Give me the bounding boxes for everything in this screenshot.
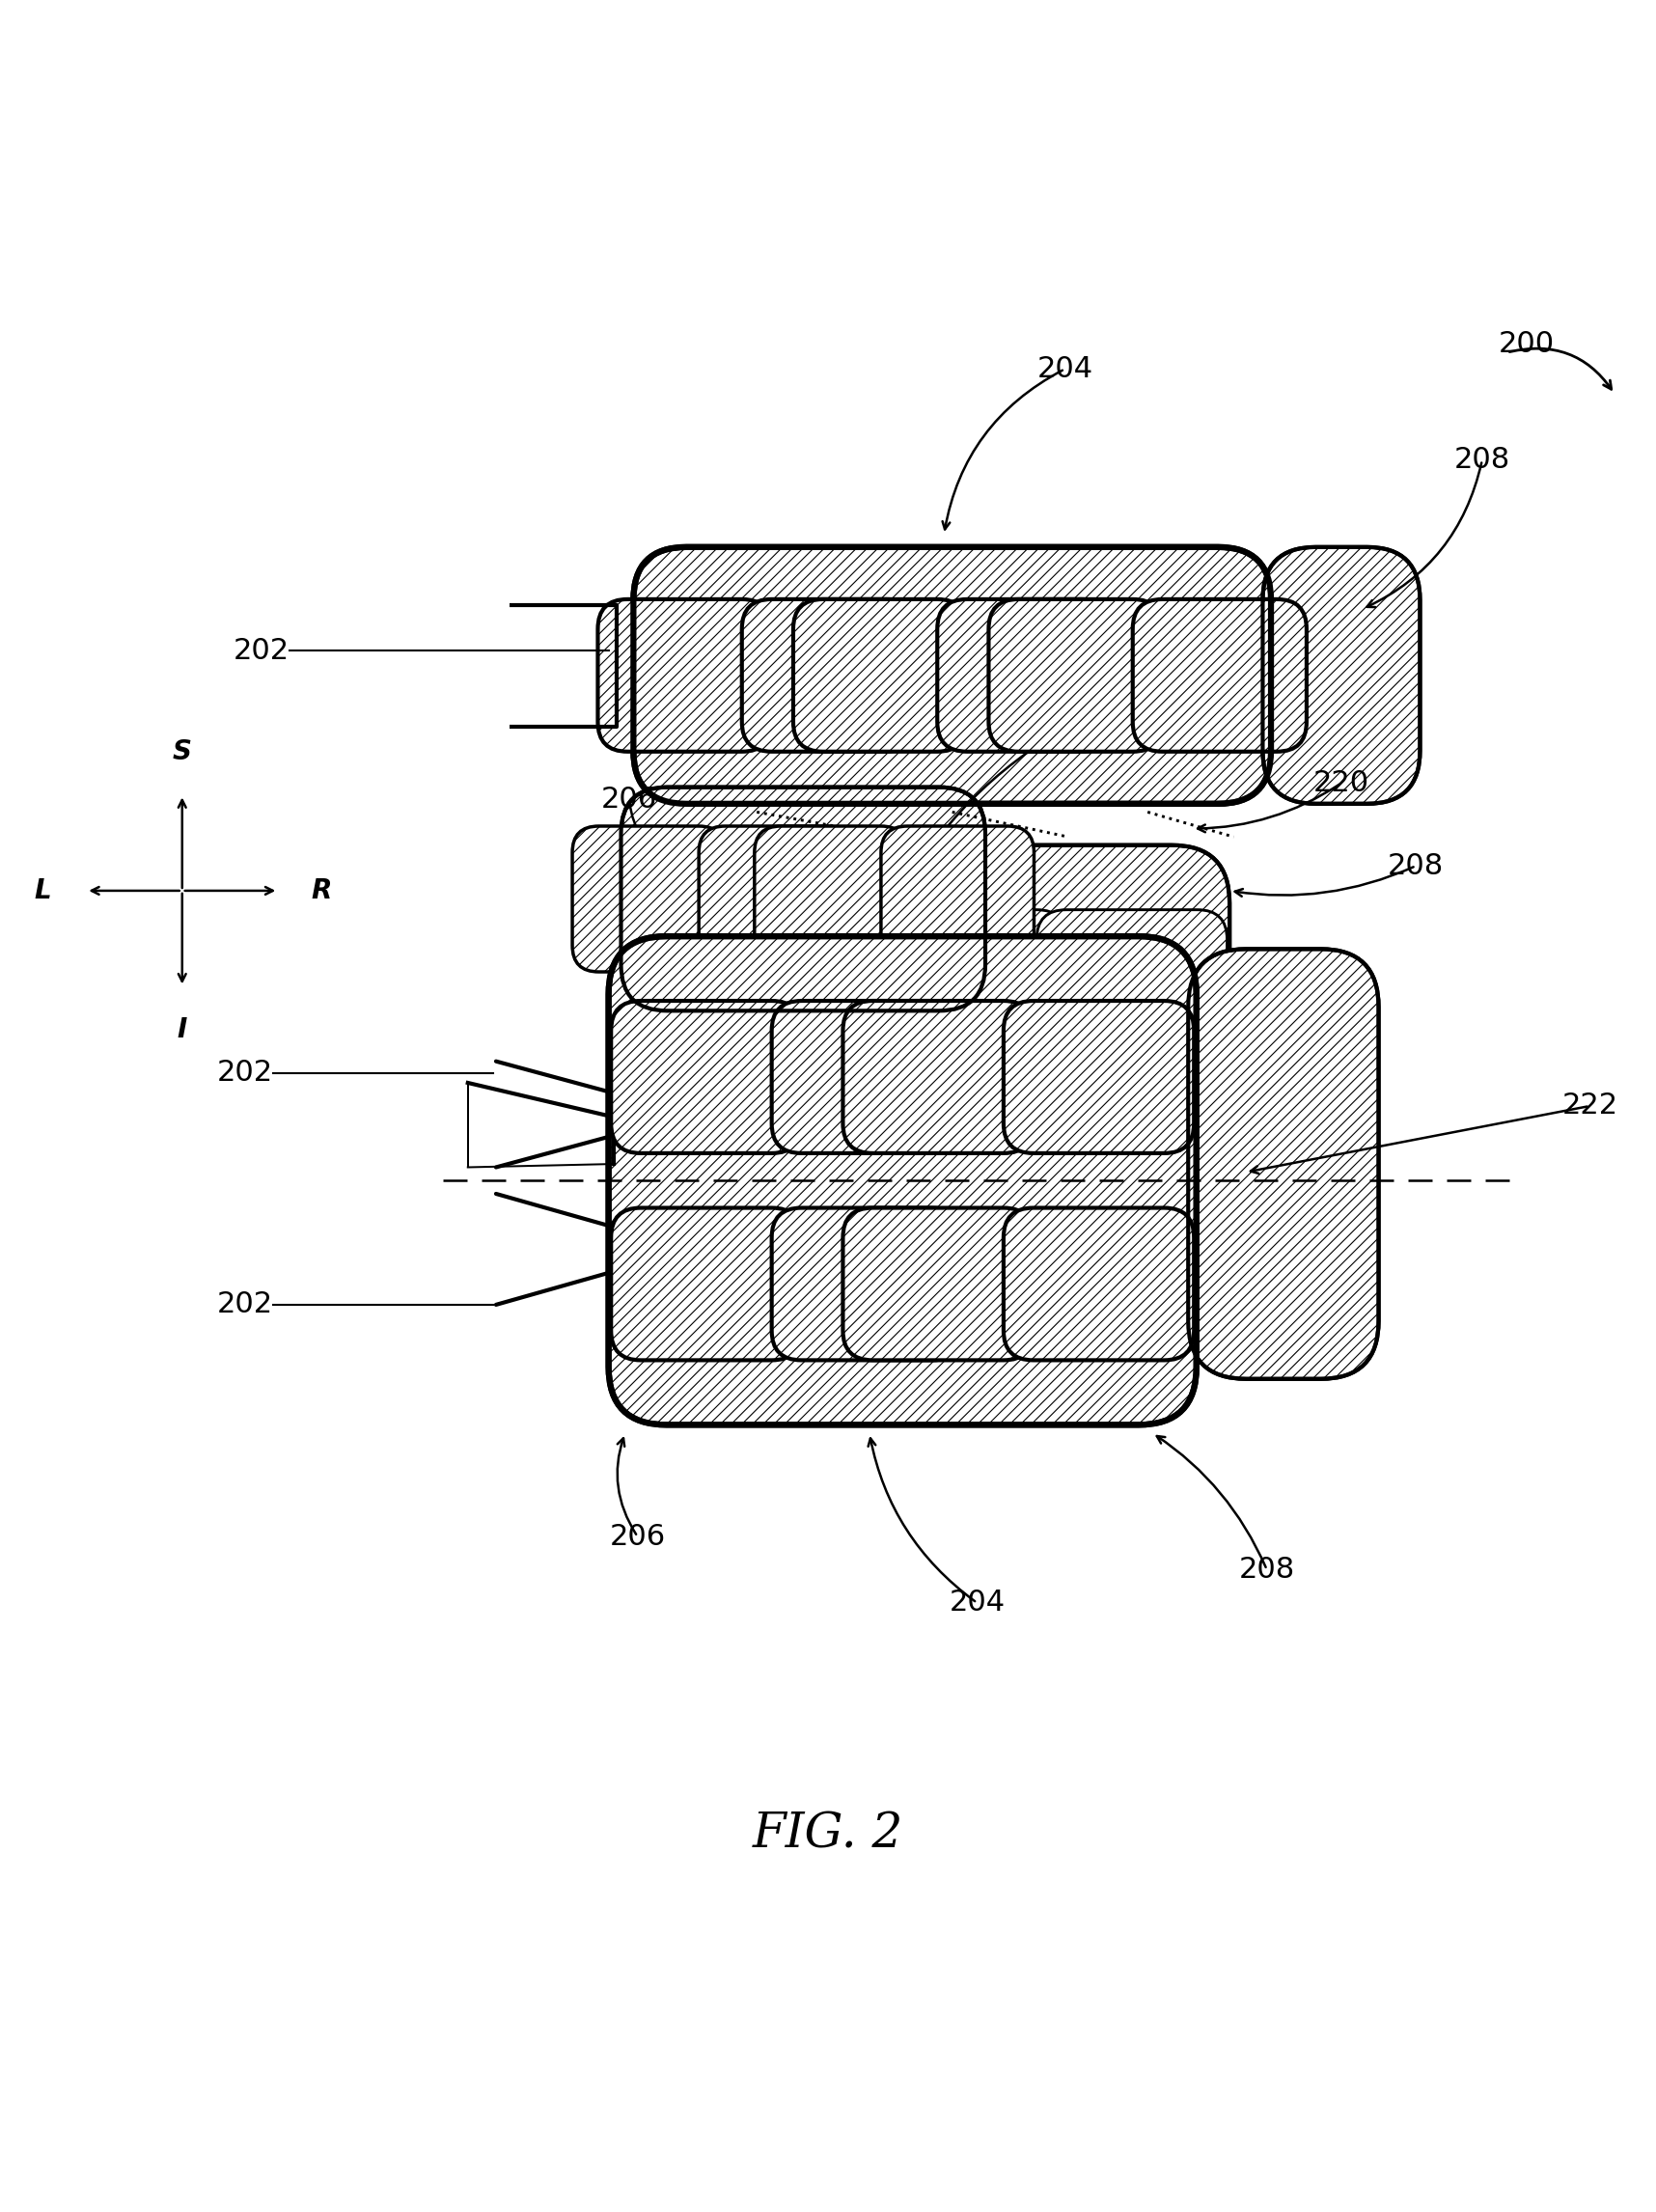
- Text: 220: 220: [1313, 770, 1370, 796]
- Text: 206: 206: [792, 1000, 848, 1029]
- Text: R: R: [311, 878, 331, 905]
- FancyBboxPatch shape: [843, 1000, 1033, 1152]
- Text: 208: 208: [1454, 447, 1510, 473]
- Text: 200: 200: [1499, 330, 1555, 358]
- FancyBboxPatch shape: [937, 599, 1111, 752]
- FancyBboxPatch shape: [793, 599, 967, 752]
- Text: 208: 208: [1239, 1555, 1295, 1584]
- FancyBboxPatch shape: [1262, 546, 1419, 803]
- Text: S: S: [172, 739, 192, 765]
- Text: 202: 202: [217, 1060, 273, 1086]
- FancyBboxPatch shape: [881, 825, 1033, 971]
- FancyBboxPatch shape: [805, 909, 995, 1062]
- Text: 204: 204: [1015, 728, 1071, 757]
- FancyBboxPatch shape: [1037, 909, 1227, 1062]
- FancyBboxPatch shape: [843, 1208, 1033, 1360]
- FancyBboxPatch shape: [876, 1117, 1066, 1270]
- Text: 204: 204: [949, 1588, 1005, 1617]
- FancyBboxPatch shape: [611, 1000, 802, 1152]
- FancyBboxPatch shape: [876, 909, 1066, 1062]
- FancyBboxPatch shape: [1133, 599, 1307, 752]
- FancyBboxPatch shape: [742, 599, 916, 752]
- FancyBboxPatch shape: [644, 1117, 835, 1270]
- Text: I: I: [177, 1015, 187, 1044]
- Text: 206: 206: [601, 785, 657, 814]
- Text: 206: 206: [609, 1522, 666, 1551]
- Text: 202: 202: [217, 1292, 273, 1318]
- FancyBboxPatch shape: [611, 1208, 802, 1360]
- FancyBboxPatch shape: [1189, 949, 1378, 1378]
- FancyBboxPatch shape: [643, 845, 1229, 1334]
- Text: 202: 202: [233, 637, 290, 664]
- FancyBboxPatch shape: [772, 1208, 962, 1360]
- FancyBboxPatch shape: [1004, 1000, 1194, 1152]
- FancyBboxPatch shape: [1037, 1117, 1227, 1270]
- FancyBboxPatch shape: [699, 825, 851, 971]
- FancyBboxPatch shape: [989, 599, 1163, 752]
- Text: 222: 222: [1562, 1093, 1618, 1119]
- Text: 204: 204: [1037, 356, 1093, 383]
- FancyBboxPatch shape: [755, 825, 907, 971]
- Text: FIG. 2: FIG. 2: [752, 1812, 904, 1858]
- Text: 208: 208: [1388, 852, 1444, 880]
- FancyBboxPatch shape: [805, 1117, 995, 1270]
- FancyBboxPatch shape: [644, 909, 835, 1062]
- FancyBboxPatch shape: [1004, 1208, 1194, 1360]
- Text: L: L: [35, 878, 51, 905]
- FancyBboxPatch shape: [573, 825, 725, 971]
- FancyBboxPatch shape: [633, 546, 1272, 803]
- FancyBboxPatch shape: [609, 936, 1196, 1425]
- FancyBboxPatch shape: [772, 1000, 962, 1152]
- FancyBboxPatch shape: [621, 787, 985, 1011]
- FancyBboxPatch shape: [598, 599, 772, 752]
